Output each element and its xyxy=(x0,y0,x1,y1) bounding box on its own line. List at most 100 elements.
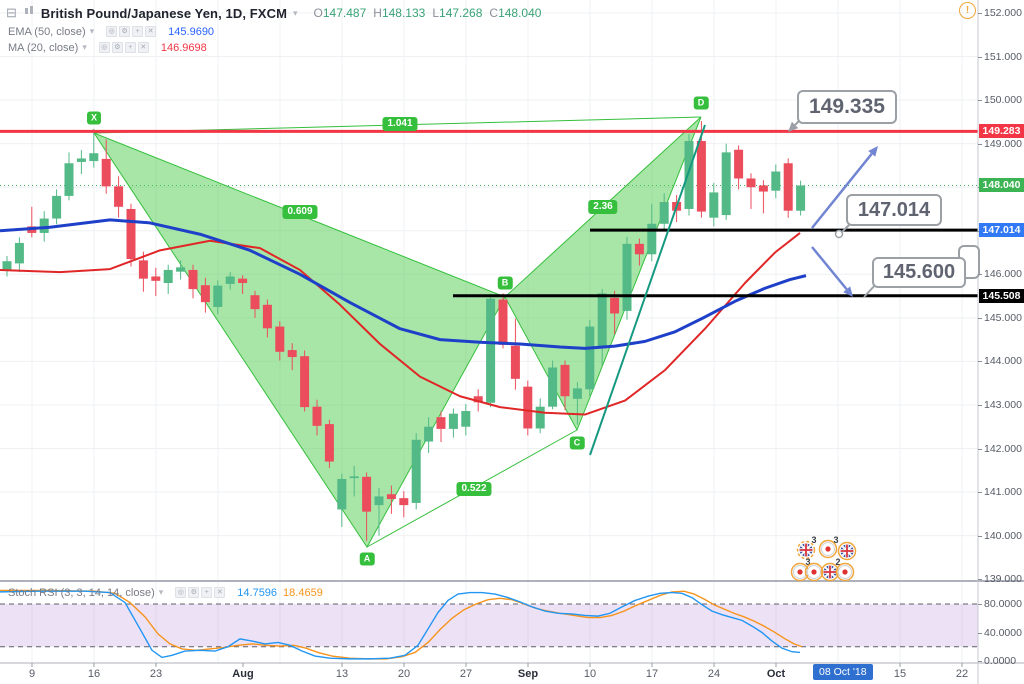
candle-body xyxy=(64,163,74,196)
indicator-button-icon[interactable]: ◎ xyxy=(106,26,118,37)
event-flag-gb[interactable]: 3 xyxy=(796,535,817,560)
indicator-button-icon[interactable]: ⚙ xyxy=(111,42,123,53)
candle-body xyxy=(89,153,99,162)
candle-body xyxy=(696,141,706,212)
pattern-point-X[interactable]: X xyxy=(86,111,102,125)
candle-body xyxy=(510,345,520,379)
chevron-down-icon[interactable]: ▾ xyxy=(293,7,298,18)
stoch-rsi-label[interactable]: Stoch RSI (3, 3, 14, 14, close) xyxy=(8,586,155,599)
candle-body xyxy=(362,476,372,512)
candle-body xyxy=(39,218,49,233)
time-axis-label: 13 xyxy=(335,668,349,680)
time-axis-label: 24 xyxy=(707,668,721,680)
event-flag-jp[interactable] xyxy=(804,562,824,582)
candle-body xyxy=(287,350,297,358)
indicator-row-ema: EMA (50, close) ▾ ◎ ⚙ + ✕ 145.9690 xyxy=(8,25,214,38)
event-count: 2 xyxy=(835,557,840,567)
ma20-line[interactable] xyxy=(0,232,801,416)
candle-body xyxy=(176,267,186,272)
arrow-line[interactable] xyxy=(811,153,873,229)
pattern-point-B[interactable]: B xyxy=(497,276,513,290)
indicator-button-icon[interactable]: ⚙ xyxy=(119,26,131,37)
ema-label[interactable]: EMA (50, close) xyxy=(8,25,86,38)
indicator-button-icon[interactable]: ✕ xyxy=(214,587,226,598)
candle-body xyxy=(758,185,768,192)
candle-body xyxy=(163,269,173,284)
candle-body xyxy=(498,299,508,345)
indicator-button-icon[interactable]: ◎ xyxy=(98,42,110,53)
pattern-ratio-2.36[interactable]: 2.36 xyxy=(588,200,618,214)
stoch-d-line xyxy=(0,589,803,660)
event-flag-jp[interactable]: 3 xyxy=(818,535,839,559)
candle-body xyxy=(486,298,496,403)
price-axis-label: 141.000 xyxy=(978,486,1022,499)
candle-body xyxy=(684,141,694,209)
candle-body xyxy=(101,158,111,187)
close-value: 148.040 xyxy=(498,6,542,20)
callout-anchor[interactable] xyxy=(834,229,844,239)
price-axis-label: 152.000 xyxy=(978,7,1022,19)
pattern-point-C[interactable]: C xyxy=(569,436,585,450)
event-ring xyxy=(804,562,824,582)
ema-controls[interactable]: ◎ ⚙ + ✕ xyxy=(106,26,157,37)
price-callout-149335[interactable]: 149.335 xyxy=(797,90,897,124)
alert-icon[interactable]: ! xyxy=(959,2,976,19)
indicator-button-icon[interactable]: ✕ xyxy=(137,42,149,53)
indicator-row-stoch-rsi: Stoch RSI (3, 3, 14, 14, close) ▾ ◎ ⚙ + ✕ 1… xyxy=(8,586,323,599)
candle-body xyxy=(349,476,359,479)
event-ring xyxy=(818,539,838,559)
candle-body xyxy=(610,297,620,314)
low-label: L xyxy=(432,6,440,20)
candle-body xyxy=(659,202,669,224)
indicator-button-icon[interactable]: + xyxy=(132,26,144,37)
pattern-point-A[interactable]: A xyxy=(359,552,375,566)
event-flag-gb[interactable] xyxy=(837,541,857,561)
chevron-down-icon[interactable]: ▾ xyxy=(89,26,95,36)
stoch-k-line xyxy=(0,590,801,660)
event-flag-jp[interactable] xyxy=(835,562,855,582)
date-badge: 08 Oct '18 xyxy=(813,664,873,680)
price-callout-147014[interactable]: 147.014 xyxy=(846,194,942,226)
price-callout-145600[interactable]: 145.600 xyxy=(872,257,966,288)
indicator-button-icon[interactable]: + xyxy=(124,42,136,53)
arrow-line[interactable] xyxy=(811,246,848,291)
candle-body xyxy=(572,388,582,399)
pattern-ratio-0.522[interactable]: 0.522 xyxy=(456,482,492,496)
collapse-icon[interactable]: ⊟ xyxy=(6,5,17,20)
candle-body xyxy=(337,478,347,510)
open-value: 147.487 xyxy=(322,6,367,20)
pattern-ratio-0.609[interactable]: 0.609 xyxy=(282,205,318,219)
pattern-triangle-bcd[interactable] xyxy=(504,116,702,432)
candle-body xyxy=(138,260,148,279)
indicator-button-icon[interactable]: ✕ xyxy=(145,26,157,37)
candle-body xyxy=(709,192,719,218)
indicator-button-icon[interactable]: + xyxy=(201,587,213,598)
candle-body xyxy=(461,411,471,427)
event-count: 3 xyxy=(811,535,816,545)
price-axis-label: 151.000 xyxy=(978,50,1022,63)
price-tag-145.508: 145.508 xyxy=(979,288,1024,303)
ma-label[interactable]: MA (20, close) xyxy=(8,41,79,54)
time-axis-label: 15 xyxy=(893,668,907,680)
chart-type-icon[interactable] xyxy=(23,4,35,22)
symbol-title[interactable]: British Pound/Japanese Yen, 1D, FXCM xyxy=(40,5,287,21)
price-axis-label: 149.000 xyxy=(978,137,1022,150)
time-axis-label: 27 xyxy=(459,668,473,680)
candle-body xyxy=(250,295,260,310)
trend-line[interactable] xyxy=(589,124,706,456)
candle-body xyxy=(213,285,223,307)
price-axis-label: 139.000 xyxy=(978,573,1022,586)
stoch-d-value: 18.4659 xyxy=(283,586,323,599)
stoch-rsi-controls[interactable]: ◎ ⚙ + ✕ xyxy=(175,587,226,598)
indicator-button-icon[interactable]: ⚙ xyxy=(188,587,200,598)
chevron-down-icon[interactable]: ▾ xyxy=(82,42,87,52)
symbol-header: ⊟ British Pound/Japanese Yen, 1D, FXCM ▾… xyxy=(6,4,541,22)
indicator-button-icon[interactable]: ◎ xyxy=(175,587,187,598)
ema50-line[interactable] xyxy=(0,218,807,350)
ma-controls[interactable]: ◎ ⚙ + ✕ xyxy=(98,42,149,53)
pattern-point-D[interactable]: D xyxy=(693,96,709,110)
candle-body xyxy=(275,326,285,352)
pattern-ratio-1.041[interactable]: 1.041 xyxy=(382,117,418,131)
chevron-down-icon[interactable]: ▾ xyxy=(158,587,164,597)
